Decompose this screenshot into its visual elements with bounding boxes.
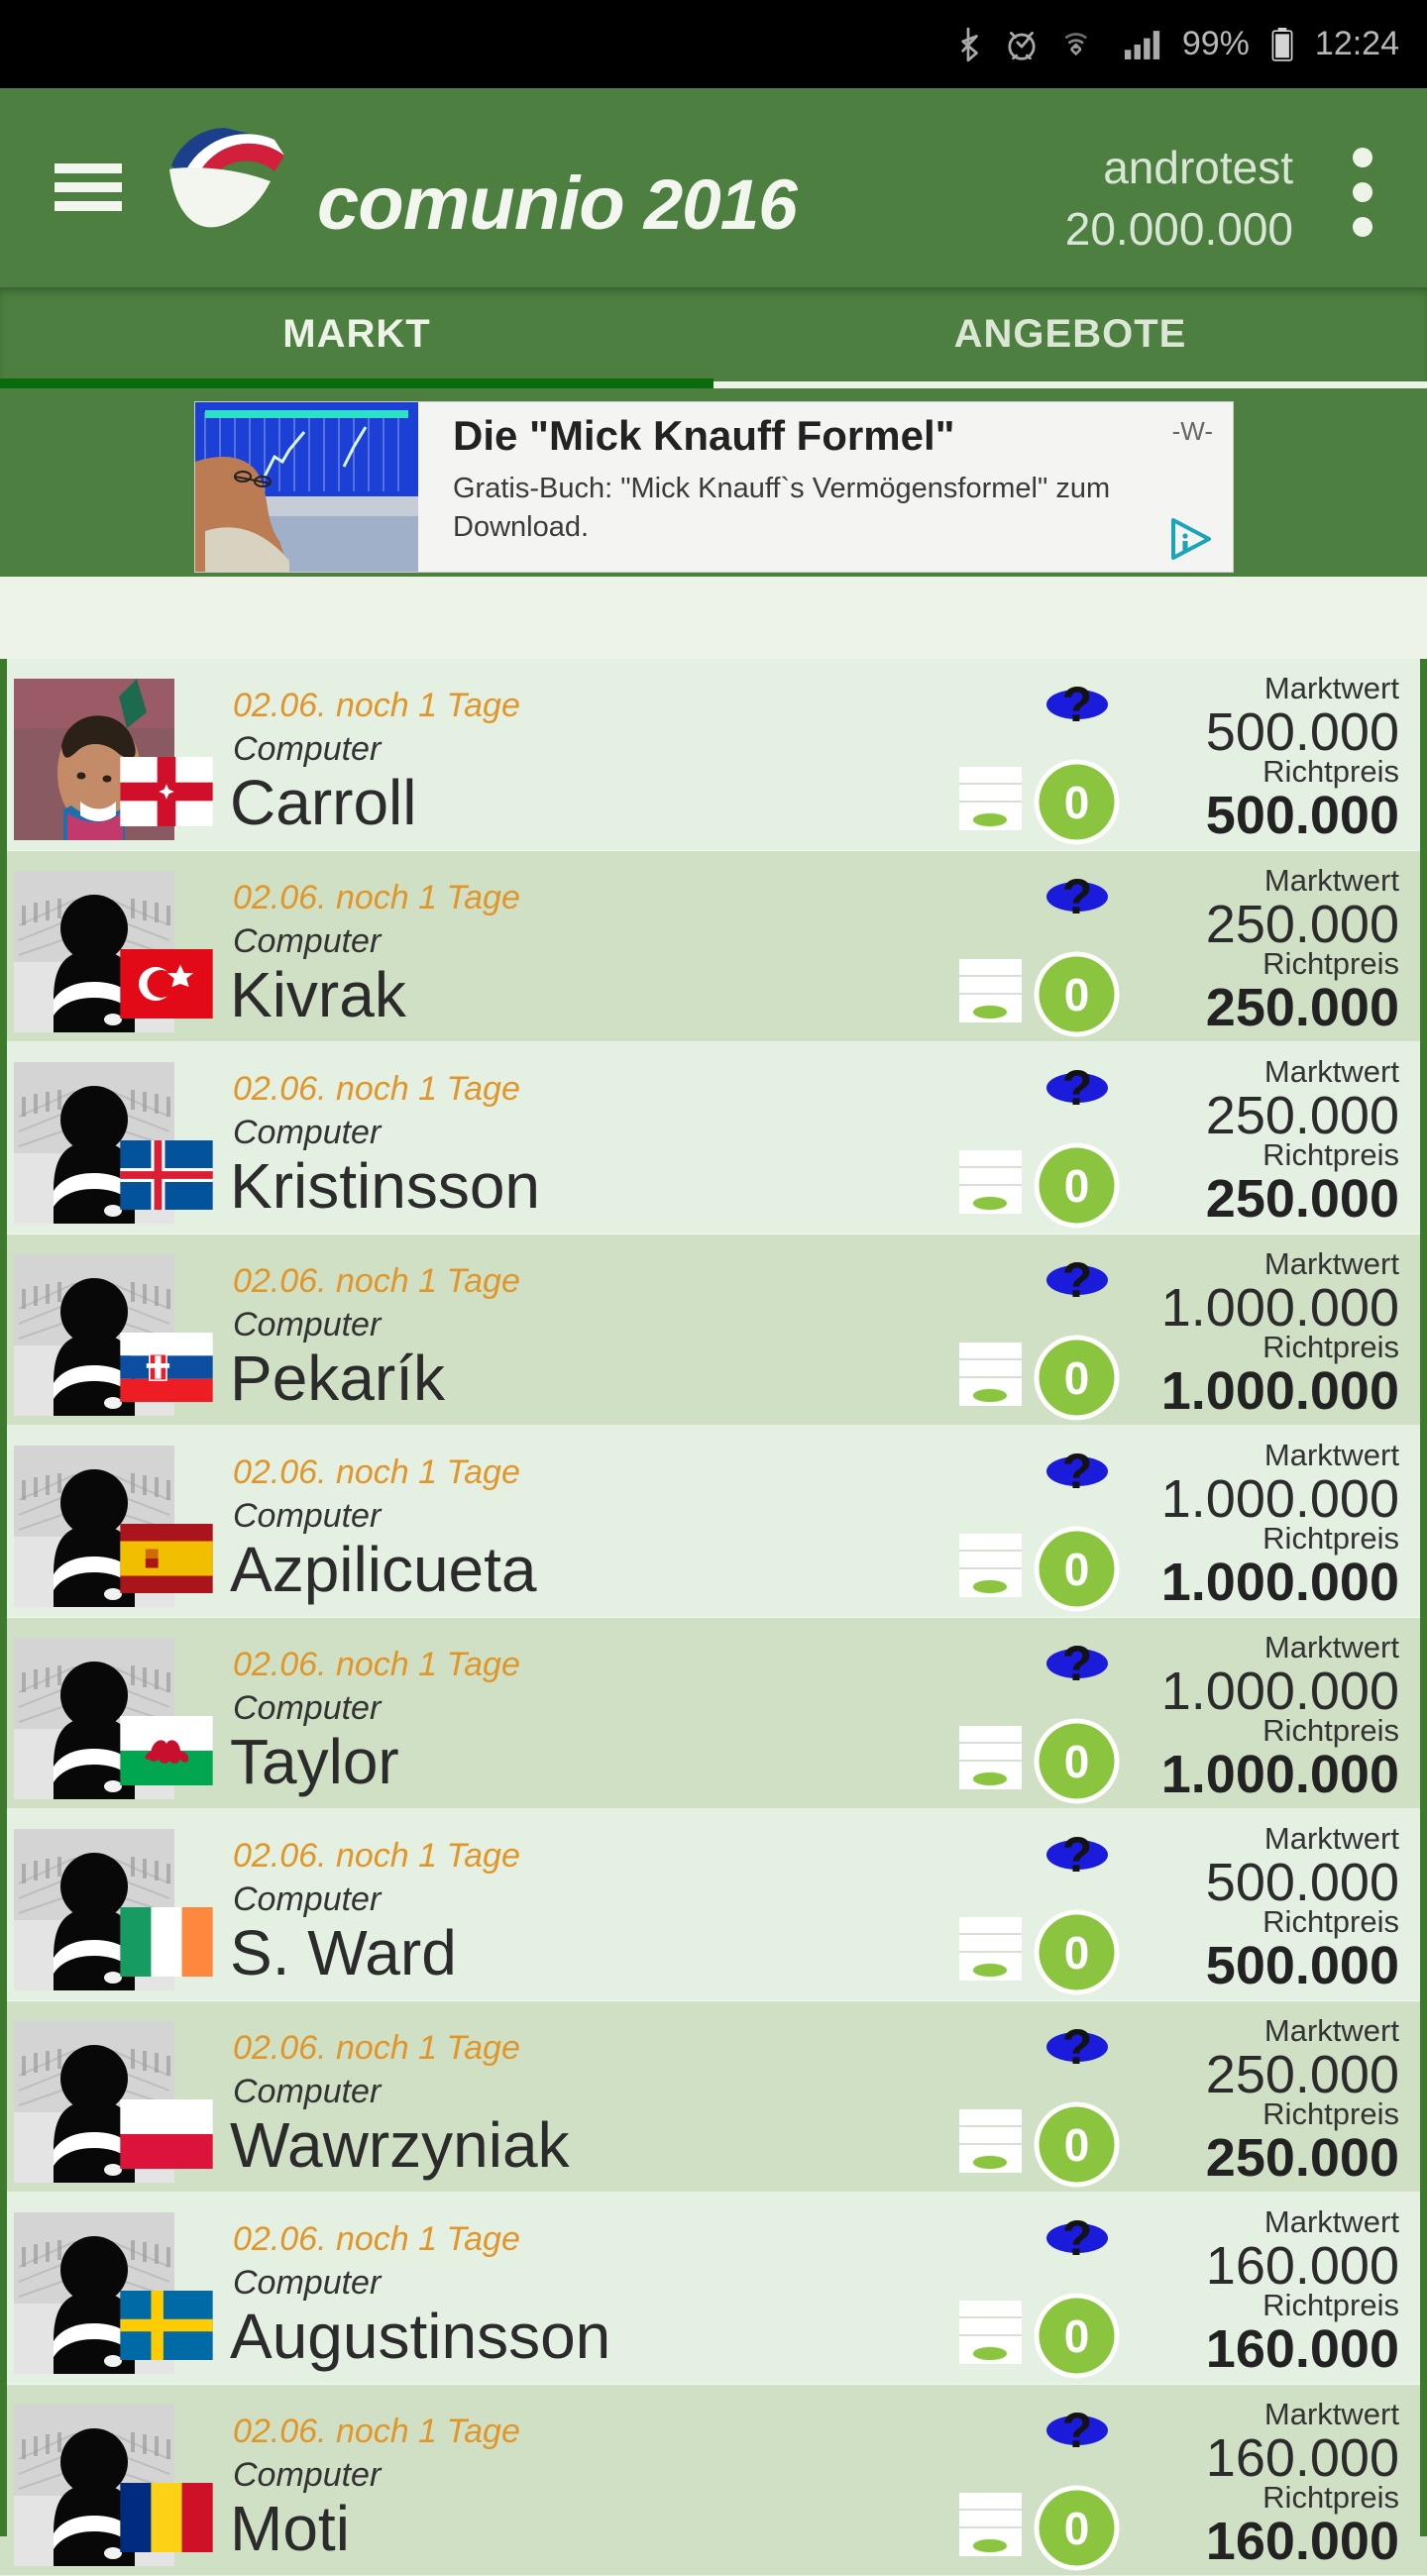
svg-text:0: 0 — [1064, 2119, 1090, 2171]
svg-text:?: ? — [1062, 1060, 1093, 1116]
svg-text:?: ? — [1062, 2210, 1093, 2266]
svg-text:?: ? — [1062, 1444, 1093, 1499]
svg-text:0: 0 — [1064, 2310, 1090, 2362]
svg-text:0: 0 — [1064, 1544, 1090, 1595]
svg-text:0: 0 — [1064, 2503, 1090, 2554]
svg-text:0: 0 — [1064, 1352, 1090, 1404]
svg-text:?: ? — [1062, 1827, 1093, 1882]
svg-text:0: 0 — [1064, 777, 1090, 828]
svg-text:?: ? — [1062, 1636, 1093, 1691]
svg-text:0: 0 — [1064, 1160, 1090, 1212]
svg-text:0: 0 — [1064, 969, 1090, 1020]
svg-text:?: ? — [1062, 2019, 1093, 2075]
svg-text:?: ? — [1062, 677, 1093, 732]
svg-text:0: 0 — [1064, 1736, 1090, 1787]
svg-text:?: ? — [1062, 2403, 1093, 2458]
svg-text:?: ? — [1062, 1252, 1093, 1308]
svg-text:0: 0 — [1064, 1927, 1090, 1979]
svg-text:?: ? — [1062, 869, 1093, 924]
